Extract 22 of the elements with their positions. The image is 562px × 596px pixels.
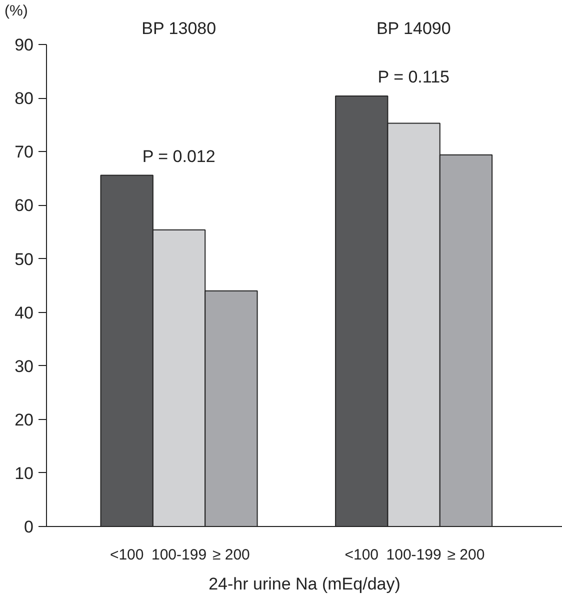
text: BP 14090 [376,19,451,38]
x-tick-label: ≥ 200 [447,546,485,564]
x-tick-label: 100-199 [386,546,442,564]
y-tick-label: 20 [14,410,34,430]
x-tick-label: 100-199 [151,546,207,564]
y-tick-label: 50 [14,250,34,269]
y-tick-label: 60 [14,196,34,216]
y-tick-label: 90 [14,36,34,55]
y-tick-label: 30 [14,356,34,376]
annotation: P = 0.012 [142,146,216,166]
y-tick-label: 40 [14,303,34,322]
x-axis-title: 24-hr urine Na (mEq/day) [208,574,400,594]
y-tick-label: 80 [14,89,34,108]
y-tick-label: 0 [24,518,34,536]
x-tick-label: ≥ 200 [212,546,250,564]
y-tick-label: 70 [14,142,34,162]
x-tick-label: <100 [110,546,144,564]
text: BP 13080 [142,19,216,38]
annotation: P = 0.115 [378,68,450,87]
y-tick-label: 10 [14,464,34,483]
y-axis-title: (%) [4,2,28,20]
x-tick-label: <100 [344,546,379,564]
